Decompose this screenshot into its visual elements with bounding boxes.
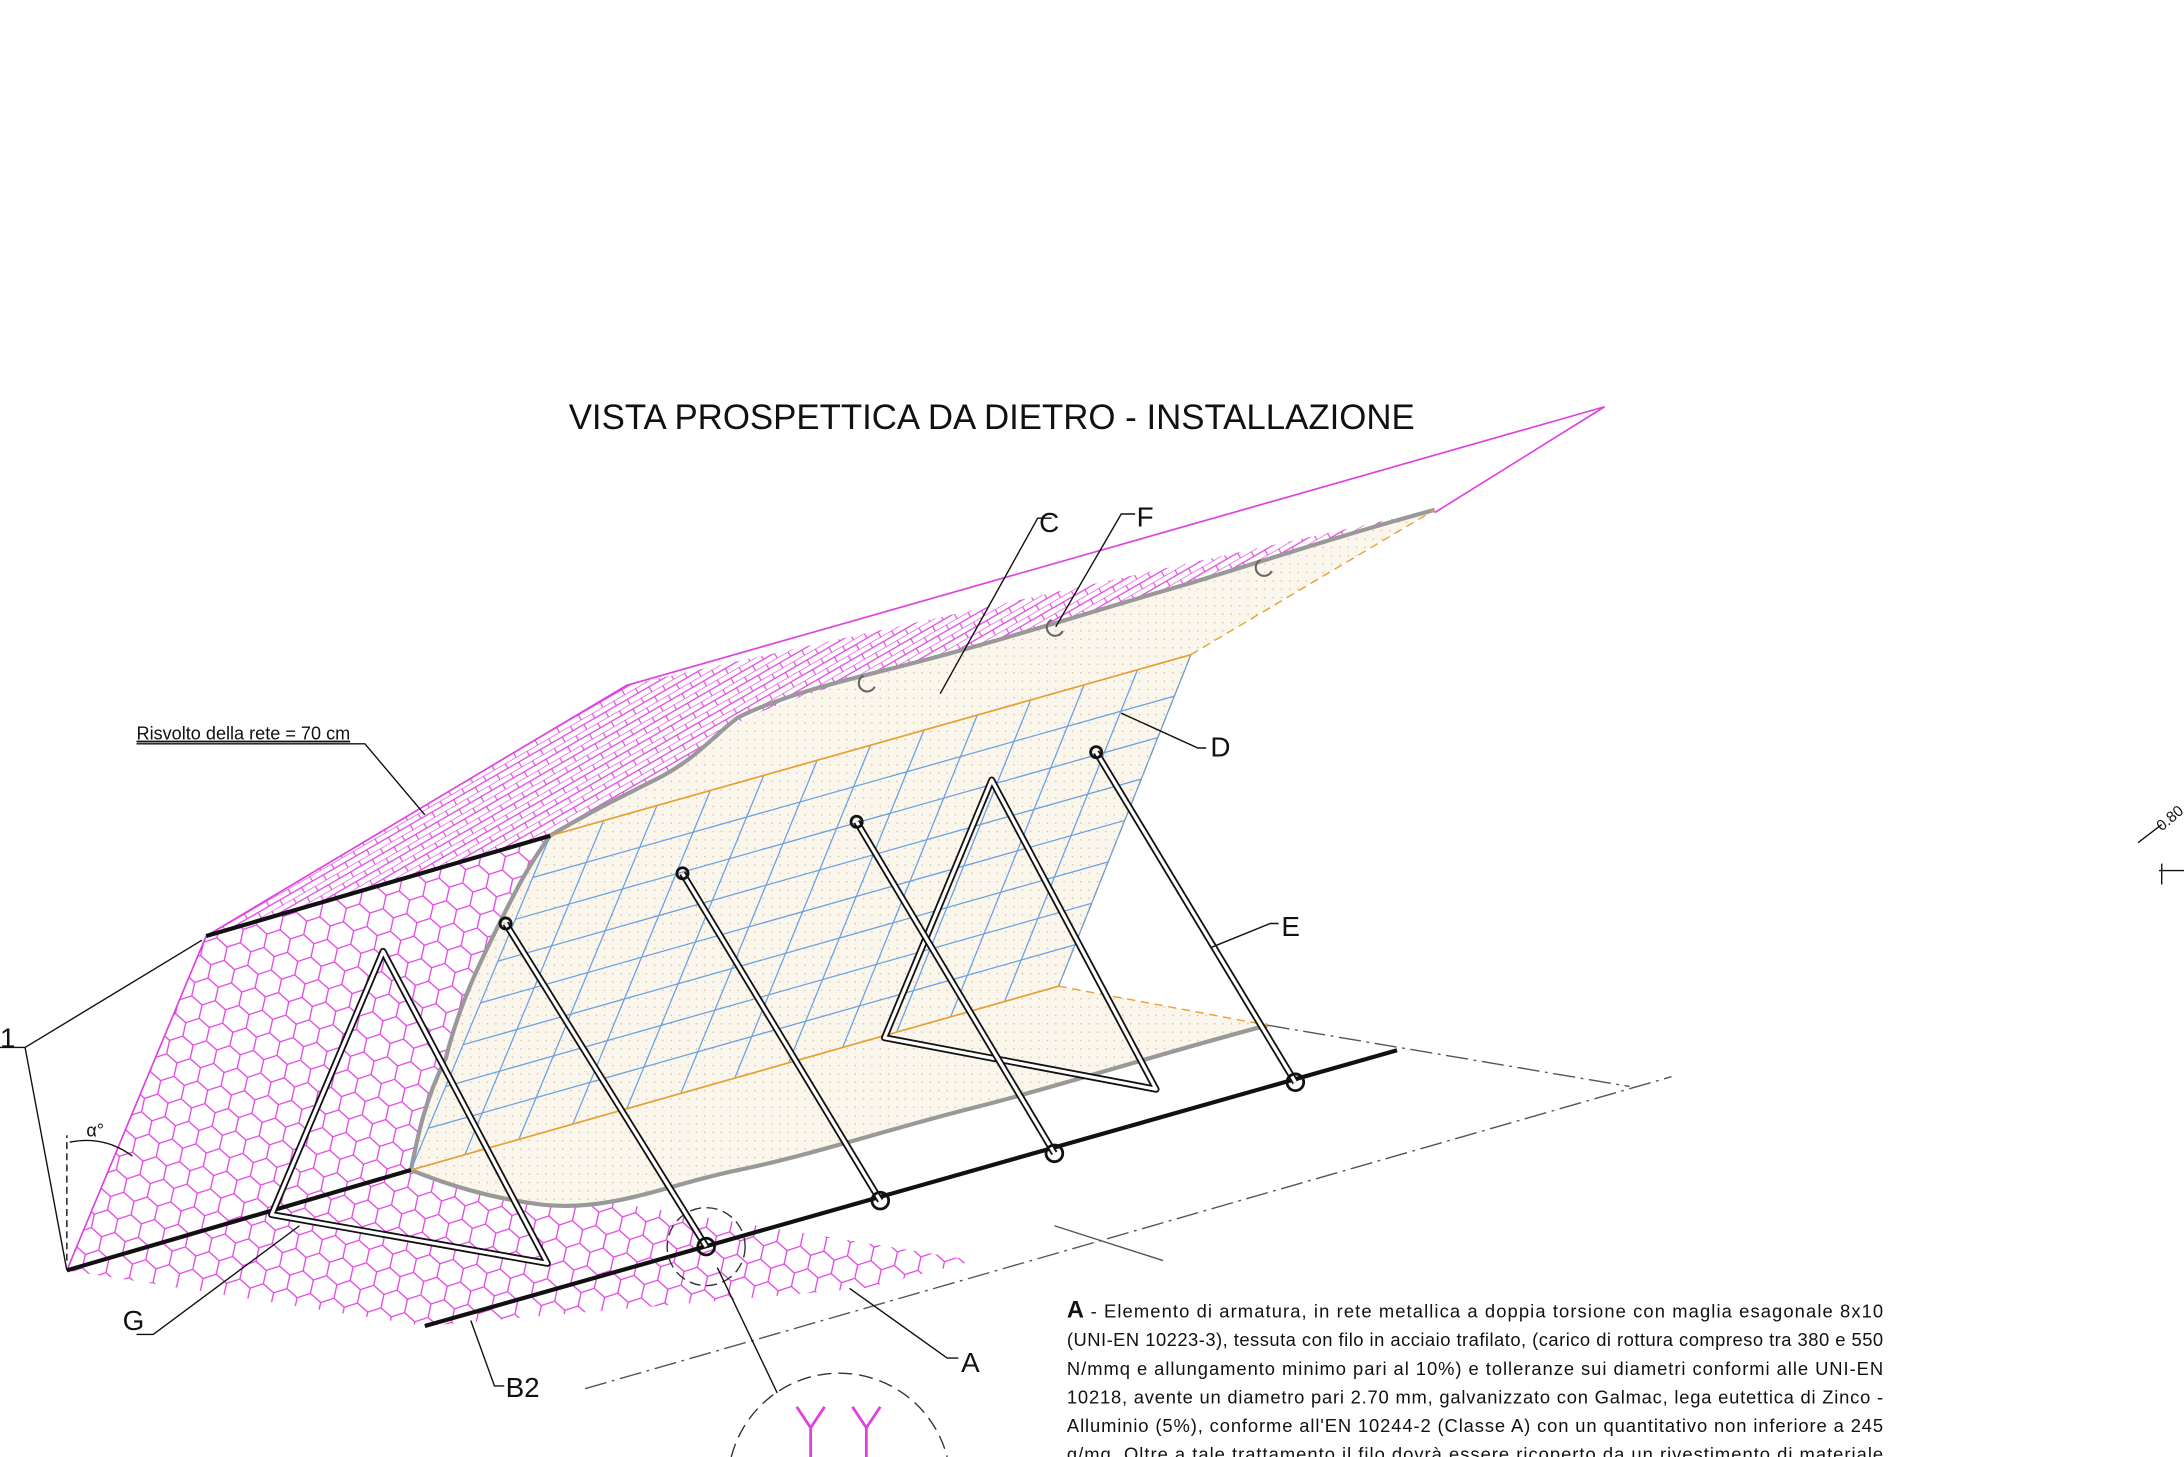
ground-lines: [66, 833, 1672, 1457]
desc-line: Alluminio (5%), conforme all'EN 10244-2 …: [1067, 1415, 1883, 1436]
grid-line: [515, 736, 1158, 920]
leaders: [0, 513, 2184, 1394]
label-b2: B2: [506, 1372, 540, 1403]
desc-line: - Elemento di armatura, in rete metallic…: [1091, 1301, 1884, 1322]
eye: [1089, 745, 1104, 760]
desc-line: g/mq. Oltre a tale trattamento il filo d…: [1067, 1443, 1883, 1457]
label-risvolto: Risvolto della rete = 70 cm: [136, 724, 350, 744]
label-d: D: [1210, 731, 1230, 762]
grid-edge: [549, 653, 1192, 837]
label-1: 1: [0, 1022, 15, 1053]
eye: [1285, 1072, 1306, 1093]
grid-line: [445, 902, 1092, 1088]
eye: [675, 866, 690, 881]
eye: [498, 916, 513, 931]
grid-line: [480, 819, 1125, 1004]
title: VISTA PROSPETTICA DA DIETRO - INSTALLAZI…: [569, 398, 1415, 437]
label-g: G: [123, 1305, 145, 1336]
eye: [870, 1190, 891, 1211]
desc-line: N/mmq e allungamento minimo pari al 10%)…: [1067, 1358, 1883, 1379]
eye: [849, 814, 864, 829]
eye: [696, 1236, 716, 1257]
desc-label: A: [1067, 1298, 1084, 1324]
dimension: 0.80: [2153, 802, 2184, 834]
grid-line: [462, 861, 1109, 1046]
description: A - Elemento di armatura, in rete metall…: [1067, 1298, 1883, 1457]
wire-core: [855, 820, 1056, 1155]
wire-core: [504, 922, 708, 1248]
label-alpha: α°: [86, 1121, 104, 1141]
geotextile: [408, 507, 1436, 1208]
anchors: [268, 745, 1306, 1267]
wire-core: [681, 872, 882, 1202]
grid-edge: [410, 985, 1059, 1171]
wire-core: [1094, 751, 1297, 1084]
label-f: F: [1137, 502, 1154, 533]
grid-line: [532, 695, 1175, 879]
geogrid: [410, 653, 1192, 1171]
label-a: A: [961, 1347, 980, 1378]
wire-core: [882, 778, 1158, 1091]
eye: [1044, 1143, 1065, 1164]
label-c: C: [1039, 507, 1059, 538]
grid-line: [497, 778, 1142, 962]
desc-line: (UNI-EN 10223-3), tessuta con filo in ac…: [1067, 1329, 1883, 1350]
grid-line: [428, 944, 1076, 1129]
desc-line: 10218, avente un diametro pari 2.70 mm, …: [1067, 1386, 1883, 1407]
label-e: E: [1281, 911, 1300, 942]
wire-core: [269, 949, 550, 1266]
